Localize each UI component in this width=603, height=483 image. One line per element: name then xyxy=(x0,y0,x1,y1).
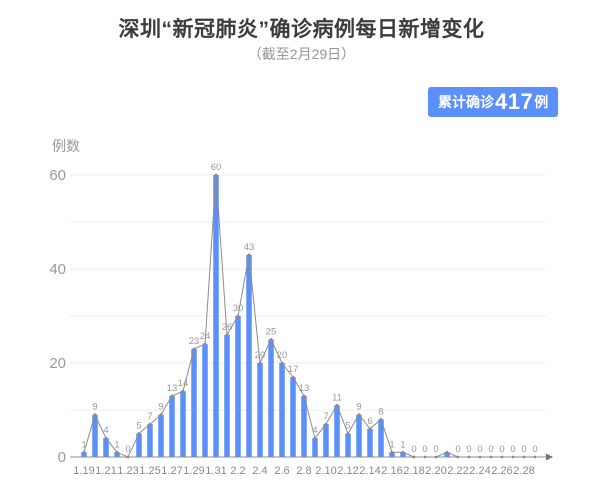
svg-text:1.27: 1.27 xyxy=(161,465,182,477)
svg-text:2.20: 2.20 xyxy=(425,465,446,477)
svg-text:40: 40 xyxy=(49,261,66,278)
svg-text:25: 25 xyxy=(266,327,277,338)
svg-text:30: 30 xyxy=(233,303,244,314)
svg-text:0: 0 xyxy=(532,444,537,455)
svg-text:2.14: 2.14 xyxy=(359,465,380,477)
svg-text:1: 1 xyxy=(114,439,119,450)
svg-text:2.10: 2.10 xyxy=(315,465,336,477)
svg-text:2.18: 2.18 xyxy=(403,465,424,477)
svg-text:2.24: 2.24 xyxy=(469,465,490,477)
svg-text:9: 9 xyxy=(92,402,97,413)
svg-text:13: 13 xyxy=(167,383,178,394)
svg-text:1.29: 1.29 xyxy=(183,465,204,477)
badge-prefix-label: 累计确诊 xyxy=(438,94,494,110)
svg-text:17: 17 xyxy=(288,364,299,375)
svg-text:60: 60 xyxy=(211,162,222,173)
svg-text:26: 26 xyxy=(222,322,233,333)
svg-text:1: 1 xyxy=(400,439,405,450)
svg-text:5: 5 xyxy=(136,421,141,432)
svg-text:1.25: 1.25 xyxy=(139,465,160,477)
svg-text:20: 20 xyxy=(49,355,66,372)
svg-text:4: 4 xyxy=(103,425,108,436)
y-axis-title: 例数 xyxy=(52,138,80,154)
svg-text:23: 23 xyxy=(189,336,200,347)
svg-text:0: 0 xyxy=(422,444,427,455)
svg-text:7: 7 xyxy=(323,411,328,422)
svg-text:4: 4 xyxy=(312,425,317,436)
badge-count-value: 417 xyxy=(495,89,534,114)
svg-text:14: 14 xyxy=(178,378,189,389)
svg-text:11: 11 xyxy=(332,392,342,403)
svg-text:1.31: 1.31 xyxy=(205,465,226,477)
svg-text:1: 1 xyxy=(389,439,394,450)
cumulative-total-badge: 累计确诊 417 例 xyxy=(428,87,559,117)
svg-text:0: 0 xyxy=(521,444,526,455)
svg-text:0: 0 xyxy=(510,444,515,455)
svg-text:1.19: 1.19 xyxy=(73,465,94,477)
svg-text:9: 9 xyxy=(158,402,163,413)
svg-text:24: 24 xyxy=(200,331,211,342)
svg-text:2.12: 2.12 xyxy=(337,465,358,477)
svg-text:0: 0 xyxy=(411,444,416,455)
svg-text:60: 60 xyxy=(49,167,66,184)
svg-text:2.22: 2.22 xyxy=(447,465,468,477)
svg-text:7: 7 xyxy=(147,411,152,422)
page-title: 深圳“新冠肺炎”确诊病例每日新增变化 xyxy=(118,18,485,41)
svg-text:0: 0 xyxy=(125,444,130,455)
svg-text:0: 0 xyxy=(477,444,482,455)
badge-suffix-label: 例 xyxy=(534,94,549,110)
svg-text:0: 0 xyxy=(455,444,460,455)
svg-text:43: 43 xyxy=(244,242,255,253)
svg-text:13: 13 xyxy=(299,383,310,394)
svg-text:2.8: 2.8 xyxy=(296,465,311,477)
svg-text:2.16: 2.16 xyxy=(381,465,402,477)
svg-text:2.6: 2.6 xyxy=(274,465,289,477)
svg-text:8: 8 xyxy=(378,406,383,417)
svg-text:2.2: 2.2 xyxy=(230,465,245,477)
svg-text:2.28: 2.28 xyxy=(513,465,534,477)
svg-text:1.23: 1.23 xyxy=(117,465,138,477)
svg-text:0: 0 xyxy=(58,449,66,466)
svg-text:0: 0 xyxy=(466,444,471,455)
svg-text:1.21: 1.21 xyxy=(95,465,116,477)
svg-text:0: 0 xyxy=(433,444,438,455)
page-subtitle: （截至2月29日） xyxy=(247,46,356,62)
svg-text:1: 1 xyxy=(81,439,86,450)
svg-text:9: 9 xyxy=(356,402,361,413)
svg-text:20: 20 xyxy=(255,350,266,361)
svg-text:5: 5 xyxy=(345,421,350,432)
svg-text:2.4: 2.4 xyxy=(252,465,267,477)
svg-text:2.26: 2.26 xyxy=(491,465,512,477)
svg-text:20: 20 xyxy=(277,350,288,361)
svg-text:6: 6 xyxy=(367,416,372,427)
svg-text:0: 0 xyxy=(488,444,493,455)
svg-text:0: 0 xyxy=(499,444,504,455)
